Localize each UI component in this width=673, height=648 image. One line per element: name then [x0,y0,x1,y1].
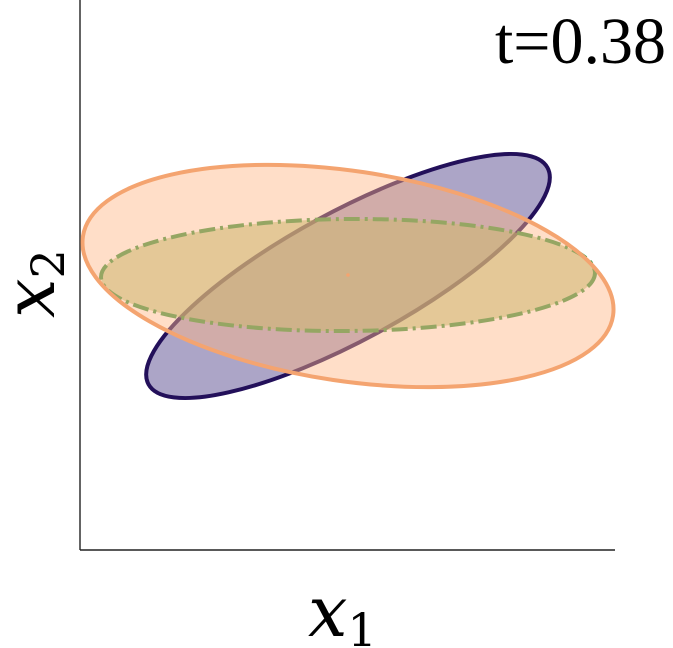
y-axis-label: x2 [0,249,75,318]
x-axis-symbol: x [308,571,347,648]
x-axis-subscript: 1 [347,603,376,648]
time-label: t=0.38 [495,5,666,78]
y-axis-subscript: 2 [21,249,75,278]
y-axis-label-group: x2 [0,249,75,318]
y-axis-symbol: x [0,279,71,318]
center-point [346,273,350,277]
x-axis-label: x1 [308,571,377,648]
